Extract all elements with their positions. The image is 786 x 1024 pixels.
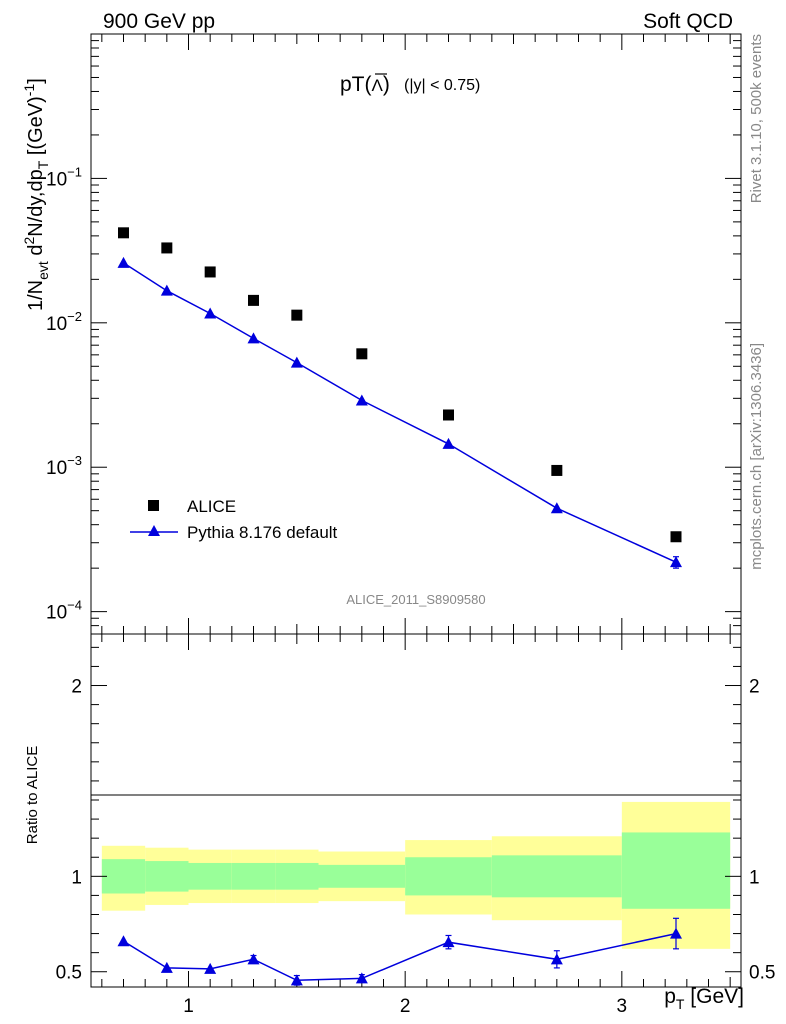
main-frame — [90, 33, 742, 635]
x-tick-label: 3 — [617, 996, 628, 1017]
ratio-y-tick-label-right: 0.5 — [749, 963, 775, 984]
alice-point — [356, 348, 368, 360]
x-tick-label: 1 — [183, 996, 194, 1017]
legend-marker-alice — [148, 500, 159, 511]
ratio-pythia-point — [160, 961, 173, 973]
ratio-ylabel: Ratio to ALICE — [24, 746, 41, 844]
tick-label-exponent: −1 — [67, 164, 82, 179]
ratio-y-tick-label-right: 1 — [749, 867, 760, 888]
pythia-point — [442, 437, 455, 449]
ratio-pythia-point — [247, 953, 260, 965]
main-ticks — [91, 33, 741, 635]
alice-point — [670, 531, 682, 543]
title-close: ) — [383, 73, 390, 96]
main-data — [117, 227, 682, 569]
analysis-watermark: ALICE_2011_S8909580 — [346, 592, 485, 607]
uncertainty-band-stat — [621, 832, 731, 909]
ratio-pythia-point — [550, 953, 563, 965]
ratio-pythia-point — [117, 935, 130, 947]
ratio-xlabel: pT [GeV] — [664, 985, 744, 1012]
rivet-label: Rivet 3.1.10, 500k events — [748, 34, 765, 203]
ratio-pythia-point — [442, 936, 455, 948]
pythia-point — [160, 284, 173, 296]
uncertainty-band-stat — [145, 861, 189, 892]
ratio-frame — [90, 633, 742, 988]
tick-label-base: 10 — [46, 458, 67, 479]
tick-label-base: 10 — [46, 314, 67, 335]
legend-label-alice: ALICE — [187, 497, 236, 516]
pythia-point — [550, 502, 563, 514]
uncertainty-band-stat — [101, 859, 146, 894]
ratio-pythia-point — [355, 972, 368, 984]
header-left: 900 GeV pp — [103, 10, 215, 33]
mcplots-label: mcplots.cern.ch [arXiv:1306.3436] — [748, 343, 765, 570]
ratio-panel: 0.5 0.5 1 1 2 2 1 2 3 Ratio to ALICE pT [GeV] — [24, 633, 776, 1017]
tick-label-base: 10 — [46, 169, 67, 190]
main-ylabel: 1/Nevt d2N/dy,dpT [(GeV)-1] — [21, 78, 51, 311]
alice-point — [204, 266, 216, 278]
main-y-tick-label: 10−3 — [46, 453, 82, 479]
tick-label-exponent: −3 — [67, 453, 82, 468]
main-panel: 10−110−210−310−4 pT(Λ) (|y| < 0.75) 1/Ne… — [21, 33, 742, 635]
ratio-data — [117, 917, 682, 986]
svg-text:pT(Λ): pT(Λ) — [340, 73, 390, 96]
pythia-point — [247, 332, 260, 344]
alice-point — [161, 242, 173, 254]
uncertainty-band-stat — [318, 864, 406, 888]
ratio-bands — [101, 801, 731, 949]
x-tick-label: 2 — [400, 996, 411, 1017]
uncertainty-band-stat — [231, 862, 276, 890]
uncertainty-band-stat — [275, 862, 319, 890]
uncertainty-band-stat — [188, 862, 232, 890]
title-symbol: Λ — [372, 76, 384, 95]
title-cut: (|y| < 0.75) — [404, 77, 480, 94]
ratio-y-tick-label-left: 0.5 — [56, 963, 82, 984]
tick-label-exponent: −2 — [67, 309, 82, 324]
title-main: pT( — [340, 73, 372, 96]
main-y-tick-label: 10−4 — [46, 598, 82, 624]
pythia-point — [204, 307, 217, 319]
ratio-y-tick-labels: 0.5 0.5 1 1 2 2 — [56, 677, 776, 984]
main-title: pT(Λ) (|y| < 0.75) — [340, 73, 480, 96]
ratio-pythia-point — [290, 974, 303, 986]
ratio-pythia-point — [204, 962, 217, 974]
pythia-point — [670, 556, 682, 568]
tick-label-exponent: −4 — [67, 598, 82, 613]
legend-marker-pythia — [148, 525, 160, 536]
ratio-x-tick-labels: 1 2 3 — [183, 996, 627, 1017]
main-y-tick-labels: 10−110−210−310−4 — [46, 164, 82, 623]
uncertainty-band-stat — [405, 857, 492, 896]
pythia-point — [290, 356, 303, 368]
pythia-line — [123, 262, 677, 563]
ratio-pythia-point — [670, 927, 682, 939]
header-right: Soft QCD — [643, 10, 733, 33]
ratio-y-tick-label-right: 2 — [749, 677, 760, 698]
alice-point — [551, 464, 563, 476]
main-y-tick-label: 10−2 — [46, 309, 82, 335]
legend: ALICE Pythia 8.176 default — [130, 497, 338, 542]
ratio-y-tick-label-left: 1 — [71, 867, 82, 888]
pythia-point — [117, 256, 130, 268]
alice-point — [291, 309, 303, 321]
ratio-ticks — [91, 634, 741, 987]
alice-point — [248, 294, 259, 306]
legend-label-pythia: Pythia 8.176 default — [187, 523, 338, 542]
pythia-point — [355, 394, 368, 406]
alice-point — [118, 227, 129, 239]
uncertainty-band-stat — [491, 855, 622, 898]
alice-point — [443, 409, 454, 421]
tick-label-base: 10 — [46, 603, 67, 624]
ratio-y-tick-label-left: 2 — [71, 677, 82, 698]
main-y-tick-label: 10−1 — [46, 164, 82, 190]
